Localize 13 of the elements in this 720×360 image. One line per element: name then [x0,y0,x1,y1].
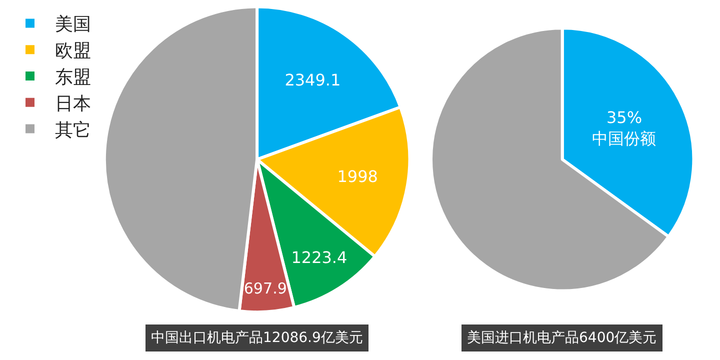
data-label: 35% [606,108,642,127]
data-label: 697.9 [244,280,287,298]
slice-label: 中国份额 [592,128,656,148]
data-label: 1223.4 [291,248,348,268]
legend-label: 美国 [55,14,91,36]
data-label: 1998 [337,167,378,186]
legend-label: 日本 [55,93,91,114]
legend-label: 东盟 [55,67,91,88]
legend-label: 其它 [55,120,91,141]
data-label: 2349.1 [284,70,341,90]
text: 美国进口机电产品6400亿美元 [467,330,657,346]
text: 中国出口机电产品12086.9亿美元 [151,330,363,346]
legend-label: 欧盟 [55,40,91,62]
